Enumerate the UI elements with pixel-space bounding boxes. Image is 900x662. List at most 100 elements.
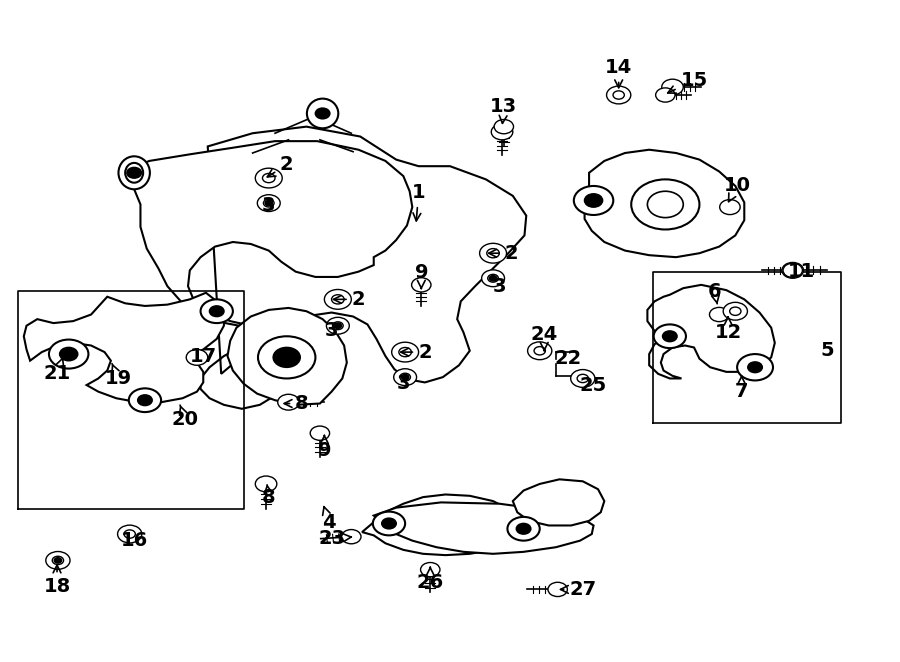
Circle shape xyxy=(392,342,418,362)
Circle shape xyxy=(118,525,142,543)
Ellipse shape xyxy=(119,156,150,189)
Text: 4: 4 xyxy=(322,506,336,532)
Circle shape xyxy=(210,306,224,316)
Circle shape xyxy=(201,299,233,323)
Text: 6: 6 xyxy=(708,282,722,304)
Circle shape xyxy=(332,322,343,330)
Circle shape xyxy=(607,86,631,104)
Circle shape xyxy=(315,108,329,118)
Circle shape xyxy=(577,374,589,383)
Circle shape xyxy=(278,395,300,410)
Circle shape xyxy=(487,249,500,258)
Circle shape xyxy=(264,199,274,207)
Polygon shape xyxy=(228,308,346,405)
Circle shape xyxy=(662,79,683,95)
Text: 10: 10 xyxy=(724,177,751,202)
Circle shape xyxy=(331,295,344,304)
Circle shape xyxy=(274,348,301,367)
Text: 8: 8 xyxy=(262,485,275,506)
Text: 18: 18 xyxy=(43,565,70,596)
Circle shape xyxy=(256,168,283,188)
Text: 2: 2 xyxy=(267,156,293,177)
Circle shape xyxy=(420,563,440,577)
Circle shape xyxy=(257,195,280,212)
Text: 2: 2 xyxy=(400,343,432,361)
Circle shape xyxy=(138,395,152,406)
Polygon shape xyxy=(374,502,594,554)
Text: 2: 2 xyxy=(334,290,365,309)
Polygon shape xyxy=(513,479,604,526)
Circle shape xyxy=(720,199,740,214)
Text: 21: 21 xyxy=(43,358,70,383)
Text: 25: 25 xyxy=(580,375,608,395)
Polygon shape xyxy=(585,150,744,257)
Text: 22: 22 xyxy=(554,349,582,368)
Text: 23: 23 xyxy=(318,529,351,548)
Circle shape xyxy=(527,342,552,359)
Circle shape xyxy=(324,289,351,309)
Circle shape xyxy=(653,324,686,348)
Ellipse shape xyxy=(307,99,338,128)
Ellipse shape xyxy=(125,163,143,183)
Circle shape xyxy=(482,270,505,287)
Circle shape xyxy=(574,186,613,215)
Circle shape xyxy=(263,173,275,183)
Text: 3: 3 xyxy=(325,322,338,340)
Text: 9: 9 xyxy=(318,436,331,461)
Polygon shape xyxy=(362,495,520,555)
Circle shape xyxy=(571,369,595,387)
Text: 20: 20 xyxy=(172,405,199,430)
Circle shape xyxy=(490,275,497,281)
Circle shape xyxy=(548,583,567,596)
Circle shape xyxy=(127,167,141,178)
Text: 13: 13 xyxy=(491,97,518,123)
Polygon shape xyxy=(647,285,775,379)
Text: 15: 15 xyxy=(668,71,707,93)
Circle shape xyxy=(748,362,762,373)
Polygon shape xyxy=(23,293,224,402)
Text: 3: 3 xyxy=(397,374,410,393)
Circle shape xyxy=(334,323,341,328)
Circle shape xyxy=(662,331,677,342)
Circle shape xyxy=(783,263,803,277)
Polygon shape xyxy=(201,126,526,409)
Circle shape xyxy=(655,88,675,102)
Text: 17: 17 xyxy=(190,346,217,365)
Circle shape xyxy=(186,350,208,365)
Text: 24: 24 xyxy=(531,325,558,350)
Circle shape xyxy=(382,518,396,529)
Circle shape xyxy=(401,375,409,380)
Circle shape xyxy=(256,476,277,492)
Circle shape xyxy=(494,120,514,134)
Text: 7: 7 xyxy=(734,376,748,401)
Circle shape xyxy=(631,179,699,230)
Circle shape xyxy=(327,317,349,334)
Circle shape xyxy=(709,307,729,322)
Circle shape xyxy=(49,340,88,369)
Text: 26: 26 xyxy=(417,567,444,592)
Circle shape xyxy=(488,274,499,282)
Text: 8: 8 xyxy=(284,394,309,413)
Circle shape xyxy=(342,530,361,544)
Circle shape xyxy=(411,278,431,292)
Circle shape xyxy=(647,191,683,218)
Text: 16: 16 xyxy=(121,531,148,550)
Text: 12: 12 xyxy=(715,316,742,342)
Circle shape xyxy=(730,307,741,315)
Circle shape xyxy=(129,389,161,412)
Circle shape xyxy=(373,512,405,536)
Text: 11: 11 xyxy=(788,262,815,281)
Circle shape xyxy=(393,369,417,385)
Polygon shape xyxy=(127,141,412,326)
Text: 1: 1 xyxy=(412,183,426,221)
Circle shape xyxy=(737,354,773,381)
Circle shape xyxy=(310,426,329,440)
Circle shape xyxy=(480,244,507,263)
Circle shape xyxy=(491,124,513,140)
Text: 19: 19 xyxy=(104,363,131,388)
Text: 5: 5 xyxy=(820,342,833,360)
Circle shape xyxy=(400,373,410,381)
Circle shape xyxy=(782,262,804,278)
Circle shape xyxy=(517,524,531,534)
Text: 3: 3 xyxy=(262,196,275,215)
